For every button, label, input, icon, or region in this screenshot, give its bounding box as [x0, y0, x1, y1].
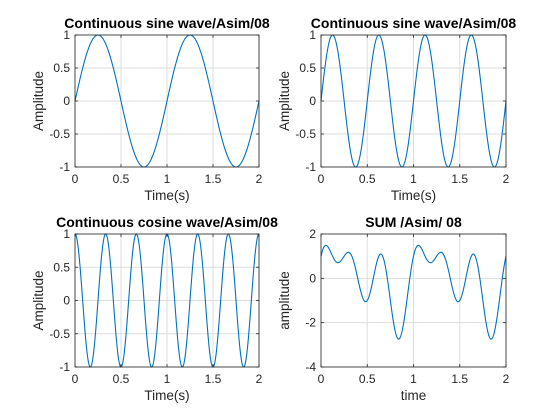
- x-tick-label: 0.5: [359, 372, 376, 386]
- x-tick-label: 1.5: [205, 172, 222, 186]
- y-tick-label: 0: [309, 271, 316, 285]
- y-tick-label: -0.5: [49, 327, 70, 341]
- x-tick-label: 1.5: [205, 372, 222, 386]
- y-axis-label: Amplitude: [31, 71, 46, 131]
- chart-title: Continuous sine wave/Asim/08: [311, 15, 517, 31]
- y-tick-label: 0: [309, 94, 316, 108]
- x-axis-label: Time(s): [144, 388, 189, 403]
- x-tick-label: 0.5: [359, 172, 376, 186]
- x-tick-label: 2: [256, 372, 263, 386]
- x-tick-label: 2: [503, 172, 510, 186]
- y-tick-label: 0.5: [299, 61, 316, 75]
- x-tick-label: 1.5: [451, 372, 468, 386]
- x-tick-label: 0: [318, 172, 325, 186]
- x-tick-label: 0.5: [113, 372, 130, 386]
- y-tick-label: -0.5: [295, 127, 316, 141]
- y-tick-label: 1: [63, 28, 70, 42]
- y-tick-label: -1: [59, 360, 70, 374]
- x-tick-label: 0: [318, 372, 325, 386]
- y-tick-label: 2: [309, 227, 316, 241]
- series-line: [320, 34, 507, 168]
- x-tick-label: 0.5: [113, 172, 130, 186]
- y-axis-label: amplitude: [277, 271, 292, 330]
- y-axis-label: Amplitude: [31, 270, 46, 330]
- series-line: [320, 244, 507, 340]
- chart-title: Continuous cosine wave/Asim/08: [56, 214, 278, 230]
- x-tick-label: 0: [72, 372, 79, 386]
- y-tick-label: 0.5: [53, 260, 70, 274]
- chart-title: Continuous sine wave/Asim/08: [64, 15, 270, 31]
- x-tick-label: 2: [503, 372, 510, 386]
- x-tick-label: 2: [256, 172, 263, 186]
- y-tick-label: -4: [305, 360, 316, 374]
- x-tick-label: 1: [410, 172, 417, 186]
- x-axis-label: Time(s): [391, 188, 436, 203]
- y-axis-label: Amplitude: [277, 71, 292, 131]
- y-tick-label: -1: [305, 160, 316, 174]
- y-tick-label: -0.5: [49, 127, 70, 141]
- chart-title: SUM /Asim/ 08: [365, 214, 462, 230]
- x-axis-label: time: [401, 388, 427, 403]
- series-line: [74, 34, 260, 168]
- x-axis-label: Time(s): [144, 188, 189, 203]
- x-tick-label: 0: [72, 172, 79, 186]
- y-tick-label: 0: [63, 94, 70, 108]
- y-tick-label: 1: [63, 227, 70, 241]
- y-tick-label: -2: [305, 316, 316, 330]
- x-tick-label: 1: [164, 172, 171, 186]
- x-tick-label: 1: [410, 372, 417, 386]
- x-tick-label: 1.5: [451, 172, 468, 186]
- x-tick-label: 1: [164, 372, 171, 386]
- y-tick-label: 0.5: [53, 61, 70, 75]
- subplot-4: 0 0.5 1 1.5 2 -4 -2 0 2 SUM /Asim/ 08 time amplitud…: [277, 214, 510, 403]
- y-tick-label: -1: [59, 160, 70, 174]
- y-tick-label: 1: [309, 28, 316, 42]
- y-tick-label: 0: [63, 294, 70, 308]
